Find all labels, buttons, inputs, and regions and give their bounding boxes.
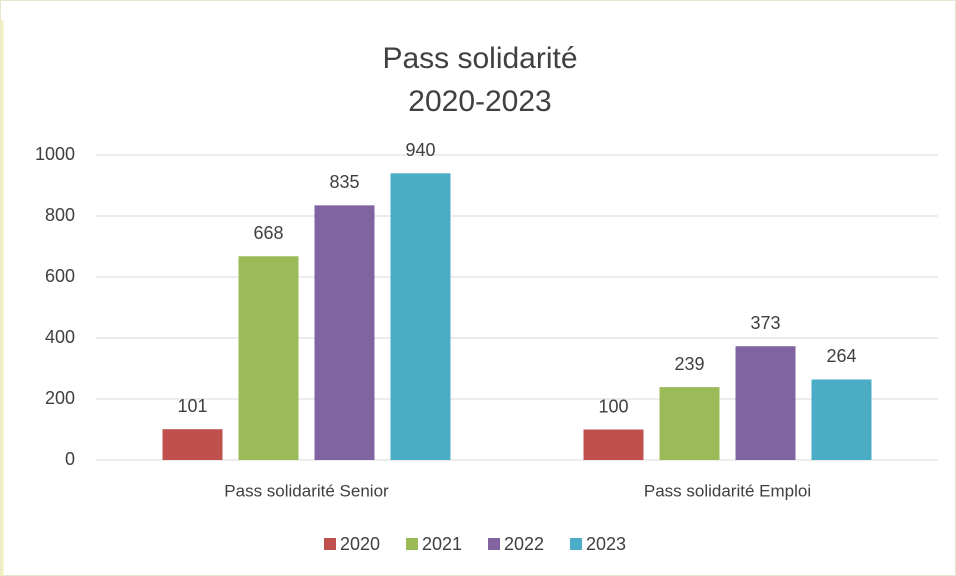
- bar: [735, 346, 796, 460]
- bar: [314, 205, 375, 460]
- data-label: 668: [253, 223, 283, 243]
- data-label: 835: [329, 172, 359, 192]
- y-tick-label: 0: [65, 449, 75, 469]
- chart-title: Pass solidarité: [382, 42, 577, 75]
- x-tick-label: Pass solidarité Senior: [224, 481, 389, 500]
- legend-swatch: [324, 538, 336, 550]
- legend-label: 2020: [340, 534, 380, 554]
- data-label: 264: [826, 346, 856, 366]
- y-tick-label: 600: [45, 266, 75, 286]
- data-label: 100: [598, 396, 628, 416]
- data-label: 101: [177, 396, 207, 416]
- bar: [811, 379, 872, 460]
- y-tick-label: 1000: [35, 144, 75, 164]
- legend-swatch: [406, 538, 418, 550]
- legend-label: 2023: [586, 534, 626, 554]
- legend-label: 2022: [504, 534, 544, 554]
- y-tick-label: 800: [45, 205, 75, 225]
- legend-label: 2021: [422, 534, 462, 554]
- bar: [162, 429, 223, 460]
- bar: [659, 387, 720, 460]
- bar: [238, 256, 299, 460]
- x-tick-label: Pass solidarité Emploi: [644, 481, 811, 500]
- legend-swatch: [570, 538, 582, 550]
- bar: [390, 173, 451, 461]
- data-label: 239: [674, 354, 704, 374]
- bar: [583, 429, 644, 460]
- data-label: 373: [750, 313, 780, 333]
- data-label: 940: [405, 140, 435, 160]
- y-tick-label: 200: [45, 388, 75, 408]
- chart-title: 2020-2023: [408, 85, 551, 118]
- y-tick-label: 400: [45, 327, 75, 347]
- legend-swatch: [488, 538, 500, 550]
